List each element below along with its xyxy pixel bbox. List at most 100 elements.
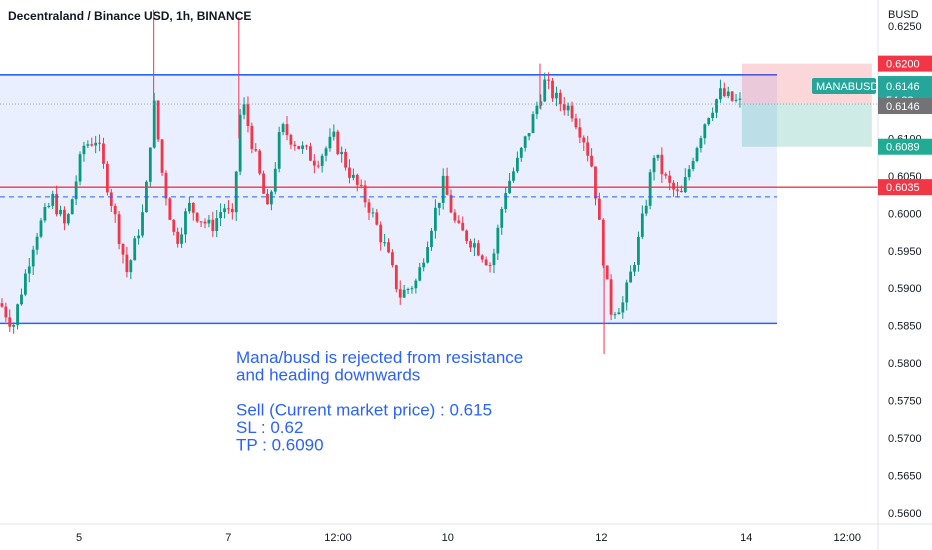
- candle-body: [398, 289, 402, 298]
- candle-body: [98, 142, 101, 144]
- candle-body: [27, 266, 31, 274]
- candle-body: [250, 125, 254, 150]
- candle-body: [285, 124, 289, 136]
- candle-body: [664, 174, 668, 176]
- candle-body: [461, 222, 465, 231]
- candle-body: [449, 194, 453, 213]
- candle-body: [262, 173, 265, 194]
- candle-body: [312, 160, 316, 166]
- candle-body: [277, 132, 281, 169]
- candle-body: [492, 253, 496, 266]
- candle-body: [293, 144, 297, 147]
- candle-body: [539, 101, 543, 106]
- candle-body: [719, 88, 722, 100]
- candle-body: [109, 192, 113, 206]
- candle-body: [180, 234, 183, 244]
- candle-body: [578, 127, 582, 138]
- candle-body: [63, 209, 66, 224]
- candle-body: [230, 208, 234, 213]
- candle-body: [203, 221, 207, 224]
- candle-body: [20, 294, 23, 305]
- candle-body: [457, 220, 461, 223]
- candle-body: [445, 175, 449, 195]
- candle-body: [648, 172, 652, 206]
- candle-body: [242, 104, 246, 115]
- candle-body: [371, 212, 375, 214]
- candle-body: [23, 273, 27, 295]
- candle-body: [176, 231, 180, 244]
- candle-body: [172, 219, 176, 232]
- candle-body: [66, 214, 70, 224]
- x-axis-ticks: 5 7 12:00 10 12 14 12:00: [76, 532, 861, 544]
- candle-body: [734, 99, 738, 101]
- candle-body: [531, 114, 535, 134]
- candle-body: [683, 177, 687, 193]
- candle-body: [281, 124, 285, 133]
- candle-body: [590, 155, 593, 167]
- candle-body: [137, 235, 141, 239]
- candle-body: [594, 166, 597, 199]
- candle-body: [480, 255, 484, 260]
- candle-body: [129, 260, 133, 273]
- candle-body: [133, 238, 137, 261]
- candle-body: [332, 131, 336, 137]
- candle-body: [266, 193, 269, 205]
- candle-body: [348, 167, 351, 178]
- candle-body: [55, 193, 59, 215]
- candle-body: [402, 289, 406, 298]
- candle-body: [70, 199, 74, 215]
- candle-body: [391, 252, 394, 266]
- candle-body: [387, 242, 390, 253]
- candle-body: [621, 302, 625, 313]
- candle-body: [625, 282, 629, 303]
- candle-body: [551, 80, 554, 99]
- candle-body: [679, 190, 683, 193]
- candle-body: [707, 118, 711, 125]
- x-tick-label: 10: [442, 532, 454, 544]
- candle-body: [191, 202, 195, 213]
- candle-body: [141, 212, 144, 236]
- candle-body: [629, 271, 633, 283]
- candle-body: [31, 249, 35, 267]
- candle-body: [246, 104, 250, 126]
- candle-body: [238, 114, 242, 172]
- candle-body: [43, 206, 47, 221]
- candle-body: [422, 262, 426, 268]
- candle-body: [219, 212, 223, 219]
- candle-body: [254, 149, 258, 151]
- x-tick-label: 12:00: [834, 532, 862, 544]
- candle-body: [344, 151, 347, 168]
- candle-body: [355, 174, 359, 185]
- candle-body: [691, 161, 695, 170]
- candle-body: [82, 145, 86, 155]
- symbol-text: MANABUSD: [816, 81, 878, 93]
- currency-label: BUSD: [888, 9, 919, 21]
- candle-body: [496, 227, 500, 254]
- candle-body: [309, 146, 312, 161]
- y-tick-label: 0.5800: [888, 358, 922, 370]
- channel-fill: [0, 74, 778, 324]
- candle-body: [469, 241, 472, 248]
- candle-body: [336, 131, 340, 155]
- annotation-line: and heading downwards: [236, 366, 420, 385]
- candle-body: [512, 171, 515, 181]
- candle-body: [414, 280, 418, 289]
- candle-body: [695, 148, 699, 162]
- candle-body: [418, 267, 422, 281]
- candle-body: [164, 172, 168, 199]
- candle-body: [90, 144, 94, 146]
- candle-body: [640, 213, 644, 237]
- y-tick-label: 0.5850: [888, 321, 922, 333]
- y-tick-label: 0.5700: [888, 433, 922, 445]
- candle-body: [16, 304, 19, 325]
- annotation-line: SL : 0.62: [236, 418, 303, 437]
- chart-title: Decentraland / Binance USD, 1h, BINANCE: [8, 9, 251, 23]
- annotation-line: Mana/busd is rejected from resistance: [236, 348, 523, 367]
- candle-body: [652, 157, 656, 173]
- candle-body: [574, 118, 578, 128]
- candle-body: [437, 202, 441, 208]
- candle-body: [504, 193, 508, 209]
- candle-body: [316, 165, 320, 167]
- candle-body: [215, 218, 219, 232]
